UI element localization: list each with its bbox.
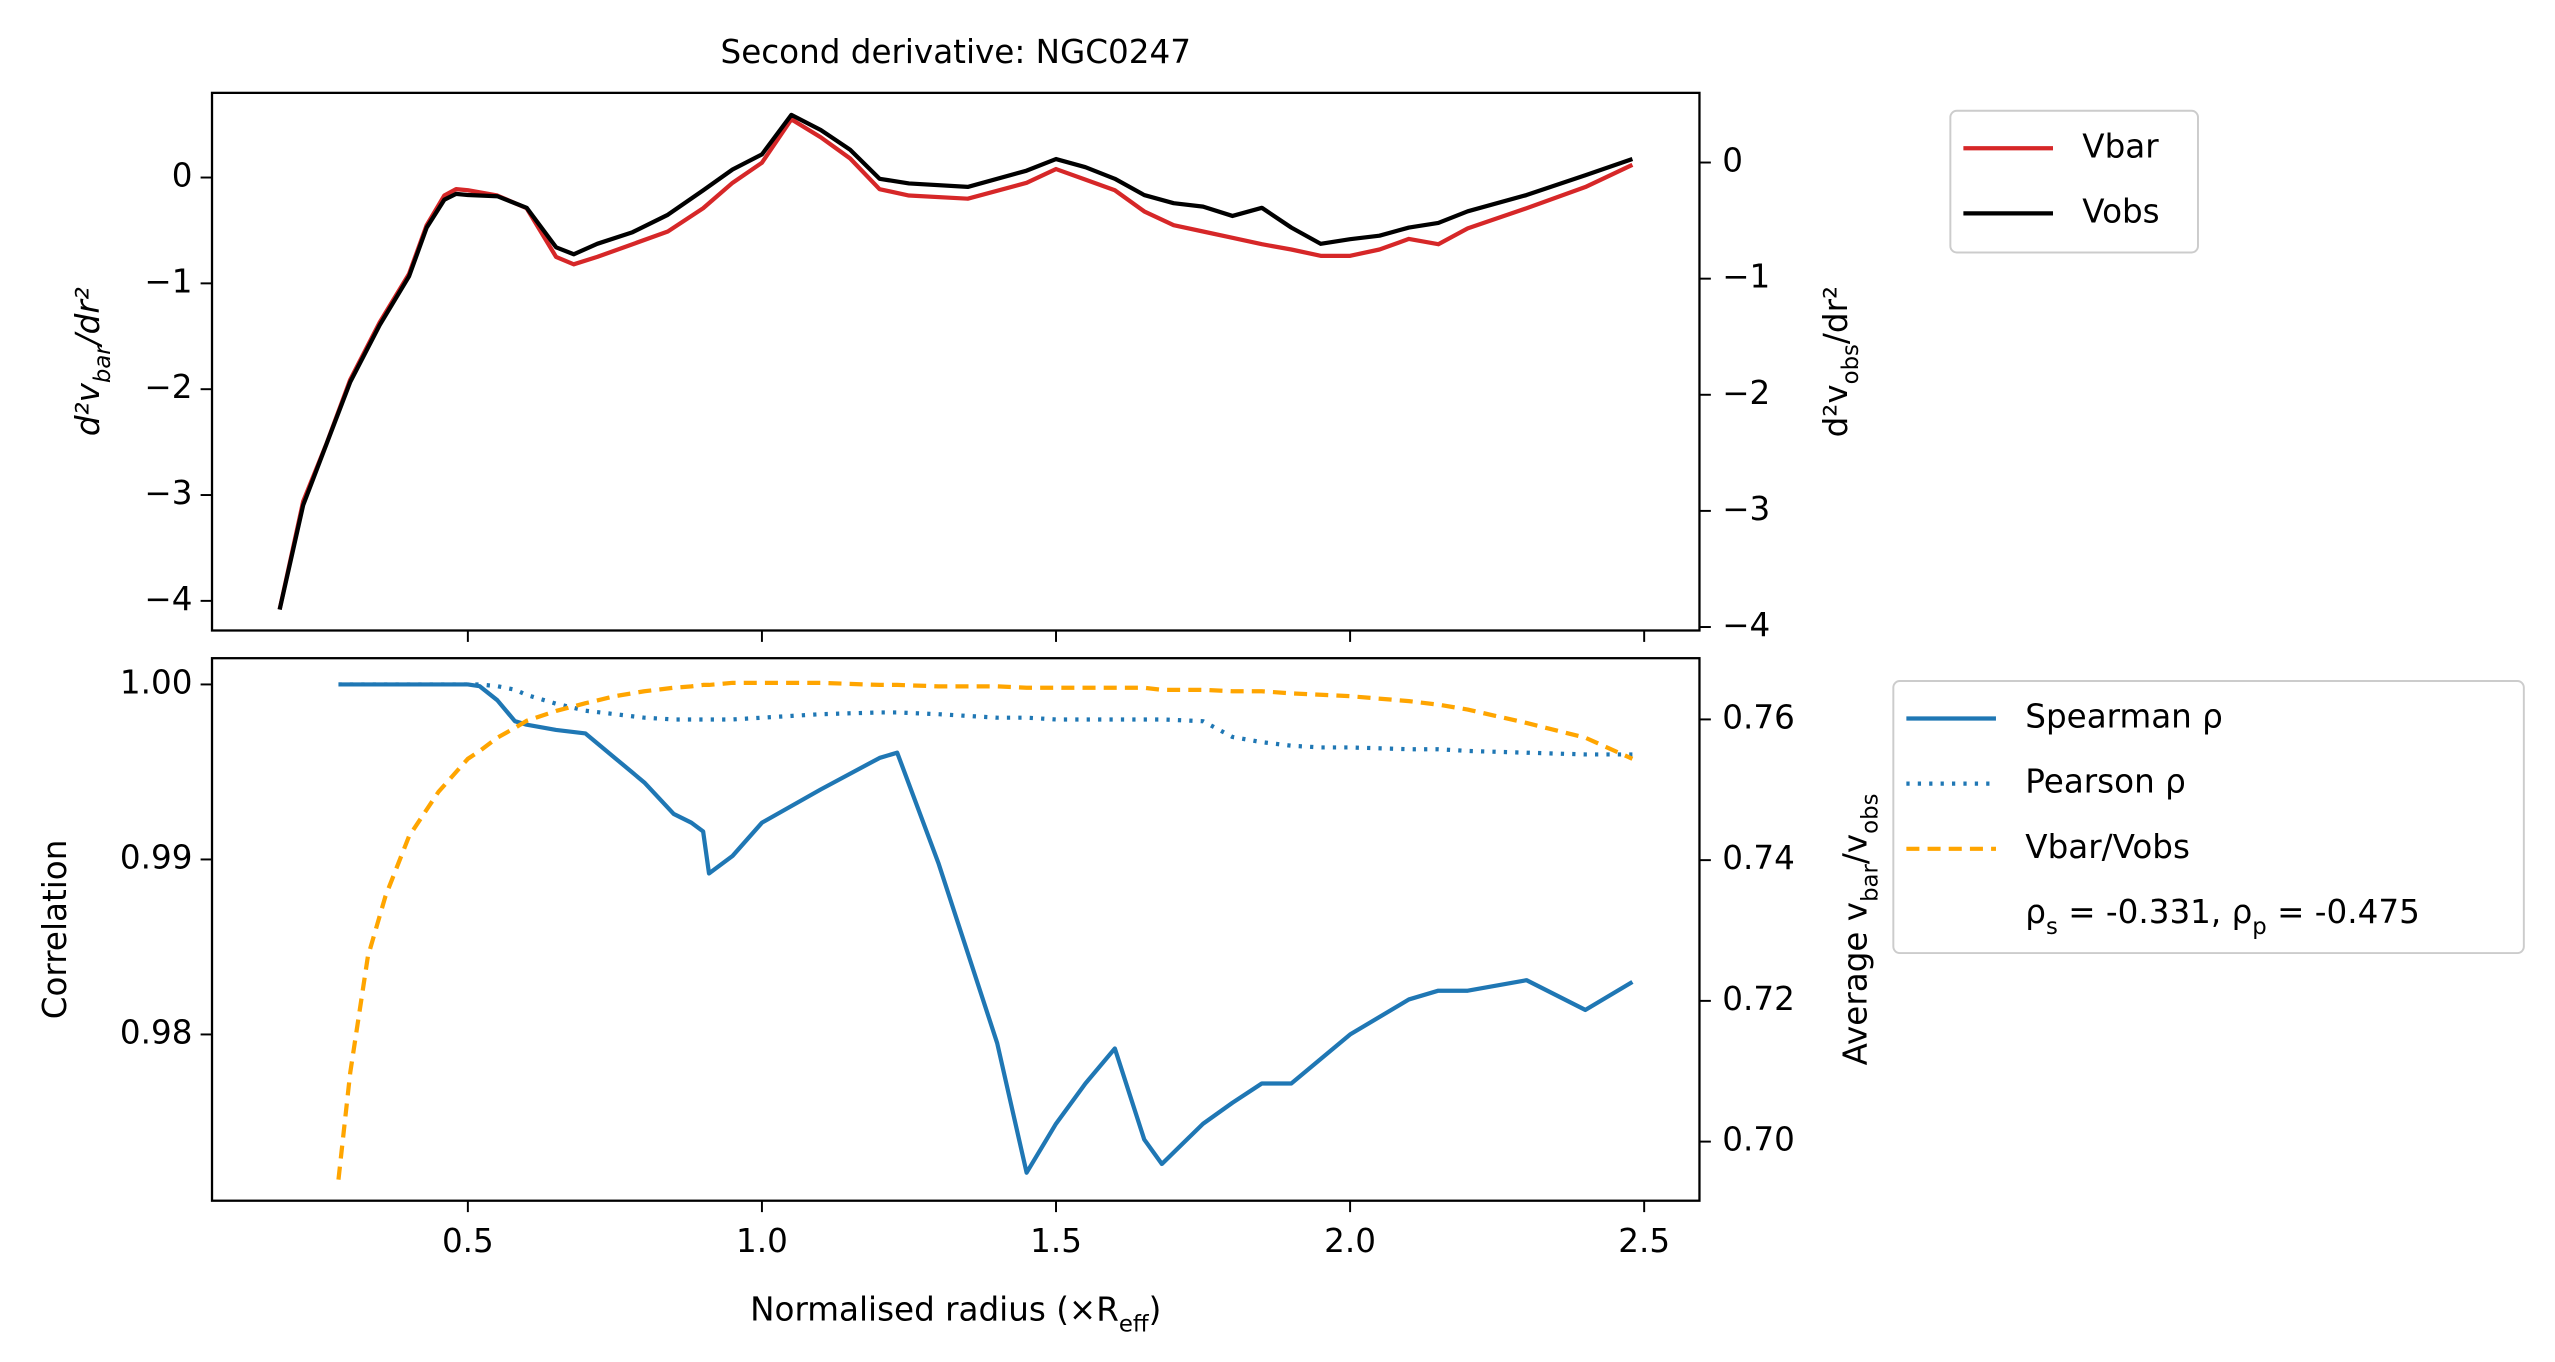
y-tick-label: 1.00 <box>120 663 193 701</box>
y2-tick-label: 0.70 <box>1722 1121 1795 1159</box>
y2-tick-label: −4 <box>1722 606 1770 644</box>
y2-axis-label: Average vbar/vobs <box>1836 794 1883 1066</box>
y-axis-label-part: bar <box>89 344 115 383</box>
y2-tick-label: −1 <box>1722 258 1770 296</box>
x-axis-label-part: ) <box>1149 1290 1162 1328</box>
y2-axis-label-part: obs <box>1837 344 1863 384</box>
x-axis-label: Normalised radius (×Reff) <box>750 1290 1161 1337</box>
y-axis-label-part: Correlation <box>36 840 74 1020</box>
x-tick-label: 1.0 <box>736 1222 788 1260</box>
legend-annotation-part: s <box>2046 913 2058 939</box>
y-tick-label: −2 <box>144 368 192 406</box>
legend-label: Vbar/Vobs <box>2025 828 2190 866</box>
series-line <box>336 680 1634 1180</box>
series-line <box>277 117 1634 610</box>
series-line <box>277 112 1634 611</box>
x-tick-label: 0.5 <box>442 1222 494 1260</box>
series-line <box>338 682 1633 757</box>
y-axis-label-part: /dr² <box>69 287 107 348</box>
legend-box <box>1949 109 2199 254</box>
y-tick-label: −4 <box>144 580 192 618</box>
x-axis-label-part: Normalised radius (×R <box>750 1290 1119 1328</box>
legend-annotation-part: ρ <box>2025 893 2046 931</box>
y-axis-label-part: d²v <box>69 382 107 436</box>
y2-axis-label-part: Average v <box>1836 902 1874 1065</box>
y2-tick-label: −2 <box>1722 374 1770 412</box>
legend-annotation: ρs = -0.331, ρp = -0.475 <box>2025 893 2420 939</box>
y2-tick-label: 0 <box>1722 142 1743 180</box>
y2-axis-label: d²vobs/dr² <box>1817 286 1864 437</box>
y2-axis-label-part: /dr² <box>1817 286 1855 344</box>
legend-label: Vobs <box>2082 192 2159 230</box>
y2-axis-label-part: d²v <box>1817 384 1855 437</box>
x-axis-label-part: eff <box>1119 1311 1150 1337</box>
y-tick-label: −1 <box>144 262 192 300</box>
y-tick-label: −3 <box>144 474 192 512</box>
chart-title: Second derivative: NGC0247 <box>721 33 1191 71</box>
axes-frame <box>210 91 1701 632</box>
y2-tick-label: −3 <box>1722 490 1770 528</box>
y2-axis-label-part: /v <box>1836 834 1874 864</box>
legend-annotation-part: = -0.331, ρ <box>2058 893 2252 931</box>
x-tick-label: 2.5 <box>1618 1222 1670 1260</box>
y-tick-label: 0.98 <box>120 1013 193 1051</box>
y-tick-label: 0.99 <box>120 838 193 876</box>
legend-annotation-part: p <box>2252 913 2266 939</box>
legend-label: Spearman ρ <box>2025 697 2223 735</box>
y-axis-label: d²vbar/dr² <box>69 287 116 436</box>
y-tick-label: 0 <box>172 157 193 195</box>
y2-axis-label-part: obs <box>1857 794 1883 834</box>
legend-label: Vbar <box>2082 127 2159 165</box>
axes-frame <box>210 657 1701 1202</box>
series-line <box>338 682 1634 1175</box>
legend-annotation-part: = -0.475 <box>2267 893 2420 931</box>
legend-box <box>1892 680 2525 955</box>
y-axis-label: Correlation <box>36 840 74 1020</box>
legend-label: Pearson ρ <box>2025 763 2185 801</box>
x-tick-label: 2.0 <box>1324 1222 1376 1260</box>
y2-tick-label: 0.72 <box>1722 980 1795 1018</box>
y2-tick-label: 0.76 <box>1722 698 1795 736</box>
y2-tick-label: 0.74 <box>1722 839 1795 877</box>
y2-axis-label-part: bar <box>1857 863 1883 901</box>
x-tick-label: 1.5 <box>1030 1222 1082 1260</box>
